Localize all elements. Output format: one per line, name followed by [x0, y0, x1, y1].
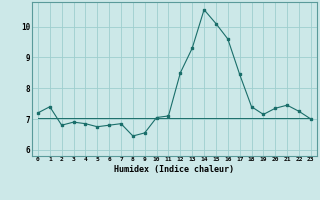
X-axis label: Humidex (Indice chaleur): Humidex (Indice chaleur) [115, 165, 234, 174]
